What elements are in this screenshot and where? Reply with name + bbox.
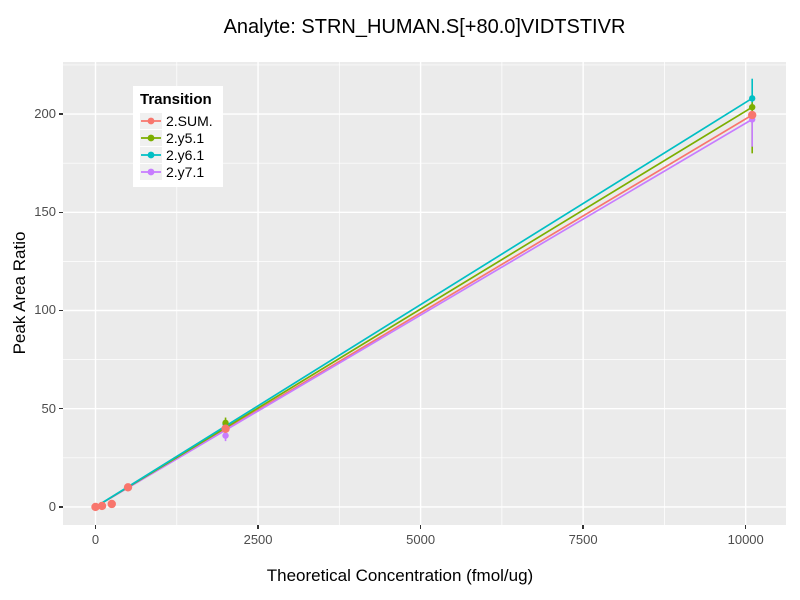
fit-line-2.y6.1: [95, 97, 753, 508]
legend-item-label: 2.y5.1: [166, 129, 205, 146]
x-tick-mark: [257, 525, 259, 529]
x-tick-mark: [94, 525, 97, 529]
y-tick-label: 0: [48, 498, 56, 514]
x-tick-label: 0: [91, 532, 100, 547]
fit-line-2.y7.1: [95, 118, 753, 508]
y-tick-mark: [59, 407, 63, 410]
y-tick-label: 150: [34, 204, 56, 220]
x-axis-label: Theoretical Concentration (fmol/ug): [266, 566, 534, 585]
legend-item-2.SUM.: 2.SUM.: [140, 112, 213, 129]
data-point-2.SUM.: [91, 502, 100, 512]
x-tick-label: 2500: [243, 532, 273, 547]
data-point-2.y5.1: [222, 419, 229, 427]
x-tick-mark: [582, 525, 584, 529]
data-point-2.y7.1: [222, 432, 229, 439]
legend-item-2.y5.1: 2.y5.1: [140, 129, 213, 146]
y-axis-label: Peak Area Ratio: [10, 231, 29, 355]
legend: Transition 2.SUM. 2.y5.1 2.y6.1 2.y7.1: [133, 86, 223, 187]
legend-title: Transition: [140, 91, 212, 108]
y-tick-label: 50: [41, 400, 56, 416]
legend-items: 2.SUM. 2.y5.1 2.y6.1 2.y7.1: [140, 112, 213, 180]
x-tick-label: 7500: [568, 532, 598, 547]
fit-line-2.y5.1: [95, 106, 753, 508]
y-tick-label: 100: [34, 302, 56, 318]
x-tick-label: 5000: [406, 532, 436, 547]
legend-key-icon: [140, 129, 162, 146]
legend-item-label: 2.SUM.: [166, 112, 213, 129]
data-point-2.y5.1: [748, 103, 756, 111]
data-point-2.SUM.: [221, 424, 230, 433]
y-tick-mark: [59, 506, 63, 508]
chart-title: Analyte: STRN_HUMAN.S[+80.0]VIDTSTIVR: [223, 16, 626, 38]
y-tick-label: 200: [34, 106, 56, 122]
legend-item-label: 2.y7.1: [166, 163, 205, 180]
x-tick-mark: [744, 525, 747, 529]
legend-item-2.y6.1: 2.y6.1: [140, 146, 213, 163]
y-tick-mark: [59, 211, 63, 214]
data-point-2.SUM.: [97, 501, 107, 511]
data-point-2.y6.1: [748, 95, 756, 102]
x-tick-label: 10000: [727, 532, 764, 547]
legend-item-2.y7.1: 2.y7.1: [140, 163, 213, 180]
legend-key-icon: [140, 112, 162, 129]
x-tick-mark: [419, 525, 422, 529]
plot-area: [63, 62, 786, 525]
legend-key-icon: [140, 146, 162, 163]
legend-item-label: 2.y6.1: [166, 146, 205, 163]
data-point-2.SUM.: [123, 483, 133, 492]
legend-key-icon: [140, 163, 162, 180]
data-point-2.SUM.: [107, 499, 116, 509]
data-point-2.SUM.: [747, 110, 757, 120]
y-tick-mark: [59, 309, 63, 312]
y-tick-mark: [59, 113, 63, 115]
